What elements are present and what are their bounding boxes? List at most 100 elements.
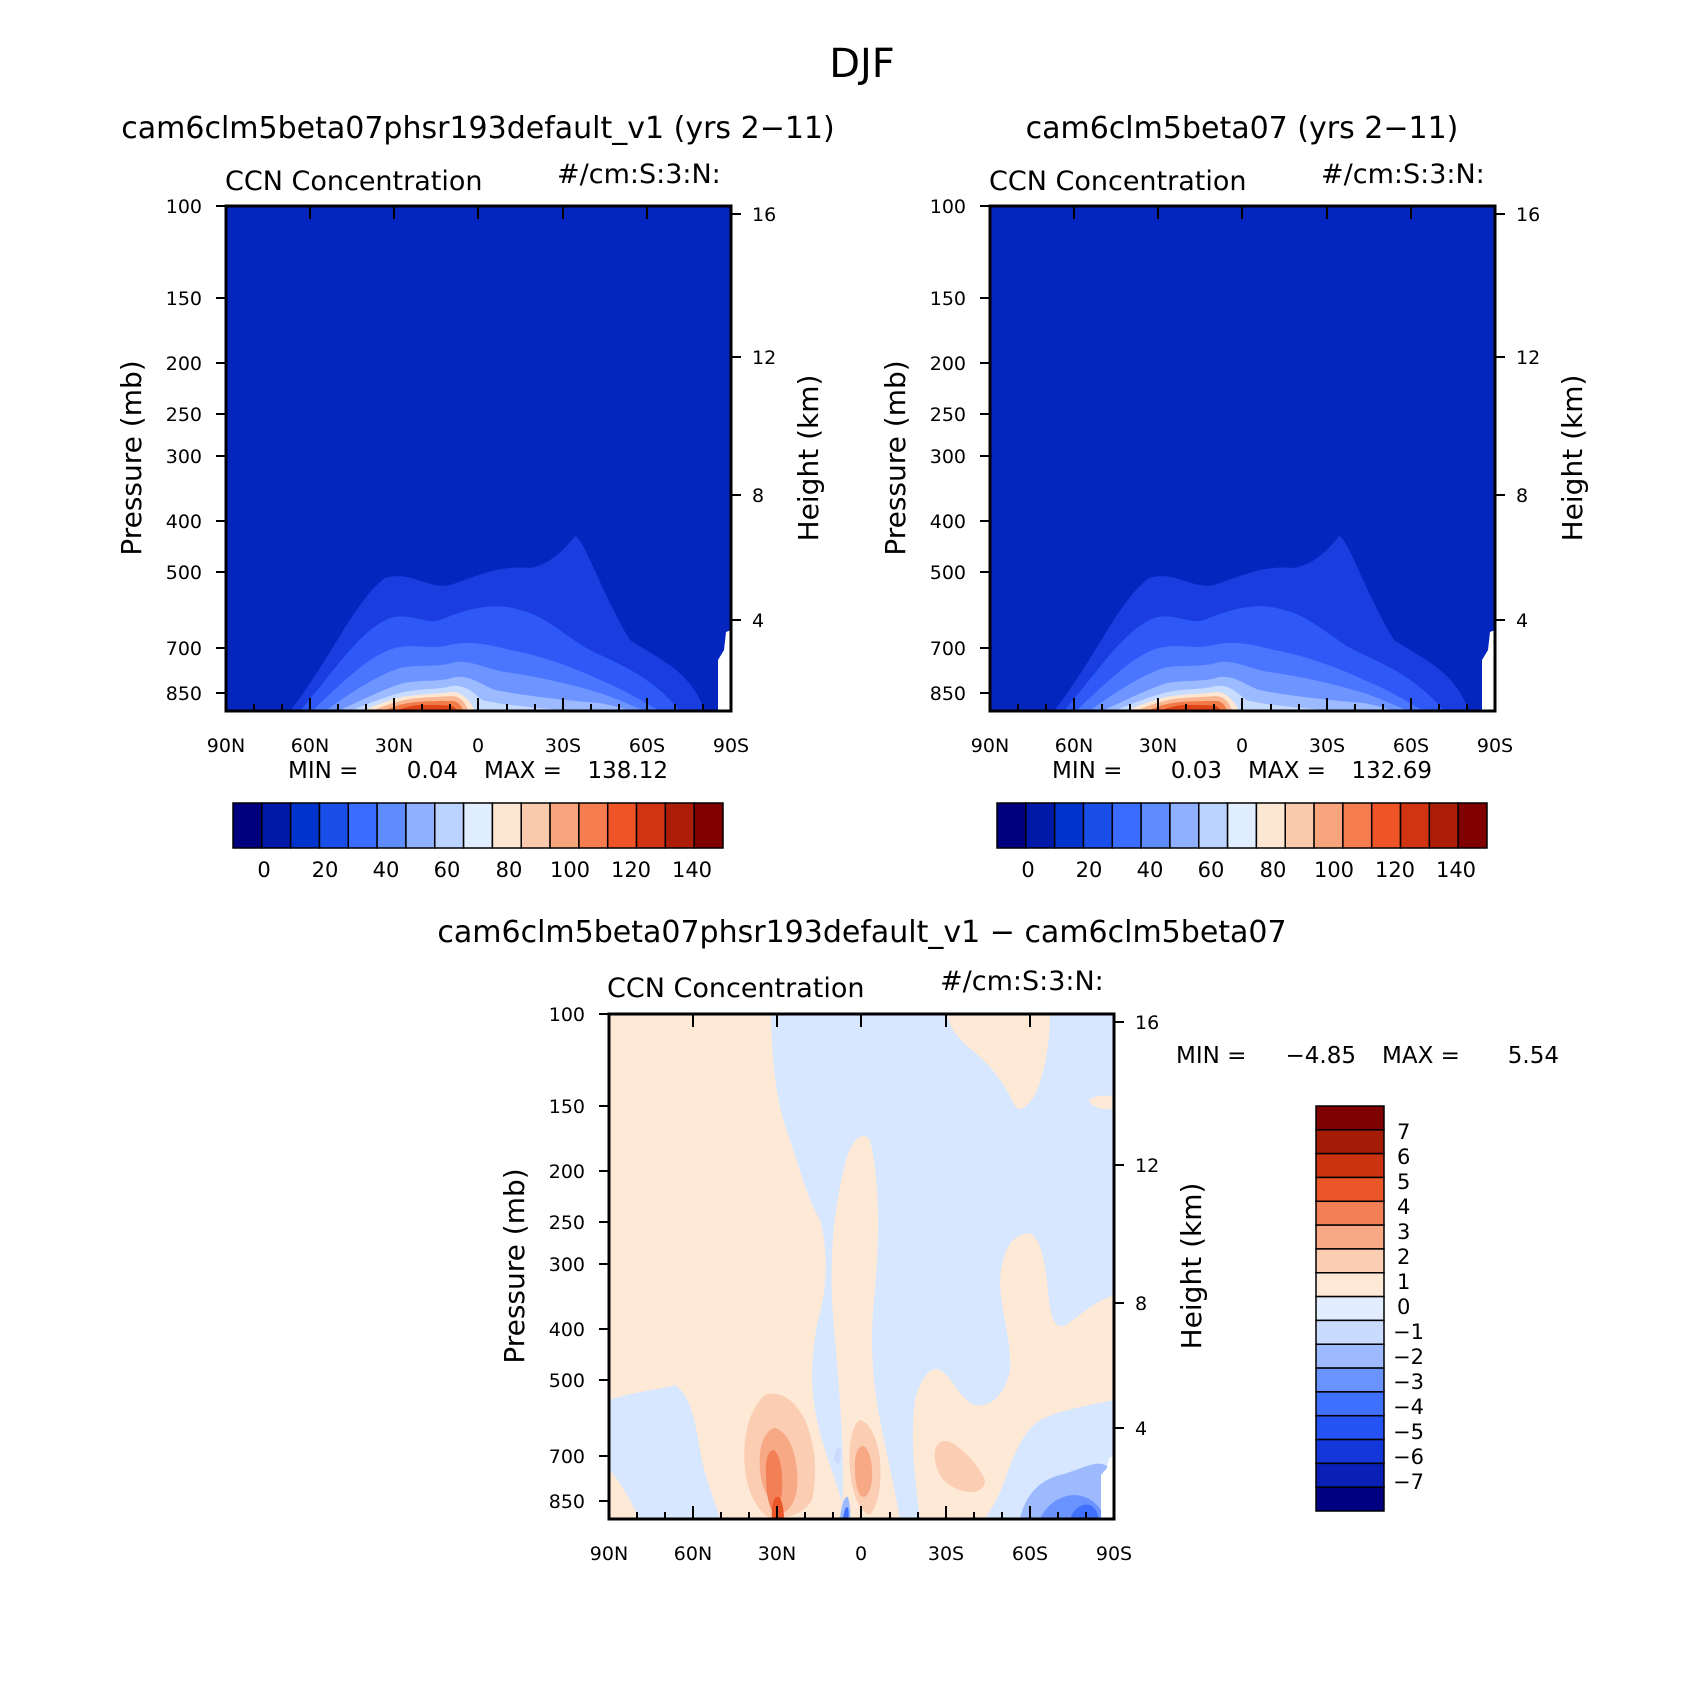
y-tick-marks (599, 1013, 1124, 1502)
panel-title: cam6clm5beta07 (yrs 2−11) (1026, 111, 1459, 146)
negative-level-1-b (834, 1447, 842, 1464)
colorbar-swatch (1315, 1248, 1385, 1274)
colorbar-swatch (1315, 1129, 1385, 1155)
x-tick-label: 90S (1096, 1543, 1132, 1565)
colorbar-swatch (578, 802, 609, 849)
x-tick-label: 30S (1309, 735, 1345, 757)
colorbar-swatch (1025, 802, 1056, 849)
colorbar-swatch (1053, 802, 1085, 849)
colorbar-tick-label: 0 (1397, 1295, 1410, 1319)
colorbar-tick-label: 3 (1397, 1220, 1410, 1244)
min-label: MIN = (1052, 758, 1122, 784)
colorbar-tick-label: 60 (434, 858, 461, 882)
y-right-tick-label: 16 (1516, 204, 1540, 226)
colorbar-tick-label: 1 (1397, 1270, 1410, 1294)
colorbar-tick-label: 80 (496, 858, 523, 882)
colorbar-swatch (1255, 802, 1286, 849)
x-tick-label: 30S (545, 735, 581, 757)
colorbar-tick-label: 40 (1137, 858, 1164, 882)
max-value: 5.54 (1508, 1043, 1559, 1069)
colorbar (996, 802, 1488, 849)
y-right-tick-label: 4 (752, 610, 764, 632)
y-tick-label: 850 (549, 1491, 585, 1513)
x-tick-label: 60N (1055, 735, 1093, 757)
contour-field (226, 206, 731, 711)
colorbar-swatch (1198, 802, 1229, 849)
colorbar-swatch (1370, 802, 1402, 849)
y-tick-label: 100 (549, 1004, 585, 1026)
max-label: MAX = (1248, 758, 1326, 784)
x-tick-label: 90S (713, 735, 749, 757)
x-tick-label: 30N (1139, 735, 1177, 757)
colorbar-swatch (606, 802, 638, 849)
colorbar-swatch (1315, 1272, 1385, 1298)
figure-title: DJF (829, 41, 895, 87)
colorbar-swatch (261, 802, 292, 849)
y-tick-label: 500 (549, 1370, 585, 1392)
y-right-tick-label: 4 (1135, 1418, 1147, 1440)
x-tick-label: 30S (928, 1543, 964, 1565)
panel-title: cam6clm5beta07phsr193default_v1 − cam6cl… (437, 915, 1286, 950)
max-value: 138.12 (588, 758, 668, 784)
colorbar-tick-label: 40 (373, 858, 400, 882)
missing-data-strip (1101, 1456, 1114, 1519)
y-tick-label: 100 (930, 196, 966, 218)
colorbar-swatch (1315, 1105, 1385, 1131)
colorbar-swatch (1342, 802, 1373, 849)
y-right-tick-label: 16 (752, 204, 776, 226)
y-right-tick-label: 12 (752, 347, 776, 369)
colorbar-swatch (318, 802, 350, 849)
positive-patch-east (1088, 1095, 1114, 1110)
colorbar-swatch (1315, 1391, 1385, 1417)
y-right-tick-label: 4 (1516, 610, 1528, 632)
y-right-axis-title: Height (km) (1556, 375, 1589, 542)
y-right-tick-label: 8 (1516, 485, 1528, 507)
positive-level-2-c (934, 1440, 985, 1492)
positive-tongue-center (831, 1136, 900, 1519)
colorbar-swatch (1399, 802, 1431, 849)
y-tick-label: 400 (166, 511, 202, 533)
negative-region-sw (609, 1385, 720, 1519)
colorbar-swatch (1111, 802, 1142, 849)
negative-level-3-c (1070, 1504, 1099, 1519)
x-tick-label: 90N (207, 735, 245, 757)
y-tick-label: 100 (166, 196, 202, 218)
colorbar-swatch (996, 802, 1027, 849)
panel-title: cam6clm5beta07phsr193default_v1 (yrs 2−1… (121, 111, 834, 146)
colorbar-tick-label: −4 (1393, 1395, 1424, 1419)
y-tick-label: 300 (549, 1254, 585, 1276)
min-value: 0.04 (407, 758, 458, 784)
variable-label: CCN Concentration (607, 973, 865, 1004)
colorbar-swatch (1140, 802, 1171, 849)
colorbar-swatch (1315, 1152, 1385, 1179)
variable-label: CCN Concentration (225, 166, 483, 197)
colorbar-swatch (1284, 802, 1315, 849)
y-tick-label: 200 (549, 1161, 585, 1183)
colorbar-swatch (1315, 1176, 1385, 1203)
colorbar-swatch (434, 802, 465, 849)
x-tick-label: 90N (971, 735, 1009, 757)
x-tick-label: 60N (674, 1543, 712, 1565)
colorbar-swatch (1315, 1224, 1385, 1250)
y-tick-label: 400 (930, 511, 966, 533)
x-tick-label: 60S (1393, 735, 1429, 757)
colorbar-swatch (693, 802, 724, 849)
positive-level-3-b (854, 1445, 873, 1497)
y-tick-marks (980, 205, 1505, 694)
colorbar-swatch (664, 802, 695, 849)
units-label: #/cm:S:3:N: (557, 159, 721, 190)
variable-label: CCN Concentration (989, 166, 1247, 197)
plot-frame (224, 204, 733, 713)
colorbar-swatch (1315, 1319, 1385, 1345)
y-right-tick-label: 8 (1135, 1293, 1147, 1315)
colorbar-tick-label: 2 (1397, 1245, 1410, 1269)
colorbar-swatch (1315, 1486, 1385, 1512)
y-tick-label: 850 (930, 683, 966, 705)
y-tick-label: 700 (549, 1446, 585, 1468)
y-axis-title: Pressure (mb) (498, 1168, 531, 1363)
units-label: #/cm:S:3:N: (940, 966, 1104, 997)
y-tick-label: 150 (549, 1096, 585, 1118)
panel-top-left: cam6clm5beta07phsr193default_v1 (yrs 2−1… (115, 111, 835, 882)
colorbar-tick-label: −7 (1393, 1470, 1424, 1494)
colorbar-swatch (347, 802, 378, 849)
